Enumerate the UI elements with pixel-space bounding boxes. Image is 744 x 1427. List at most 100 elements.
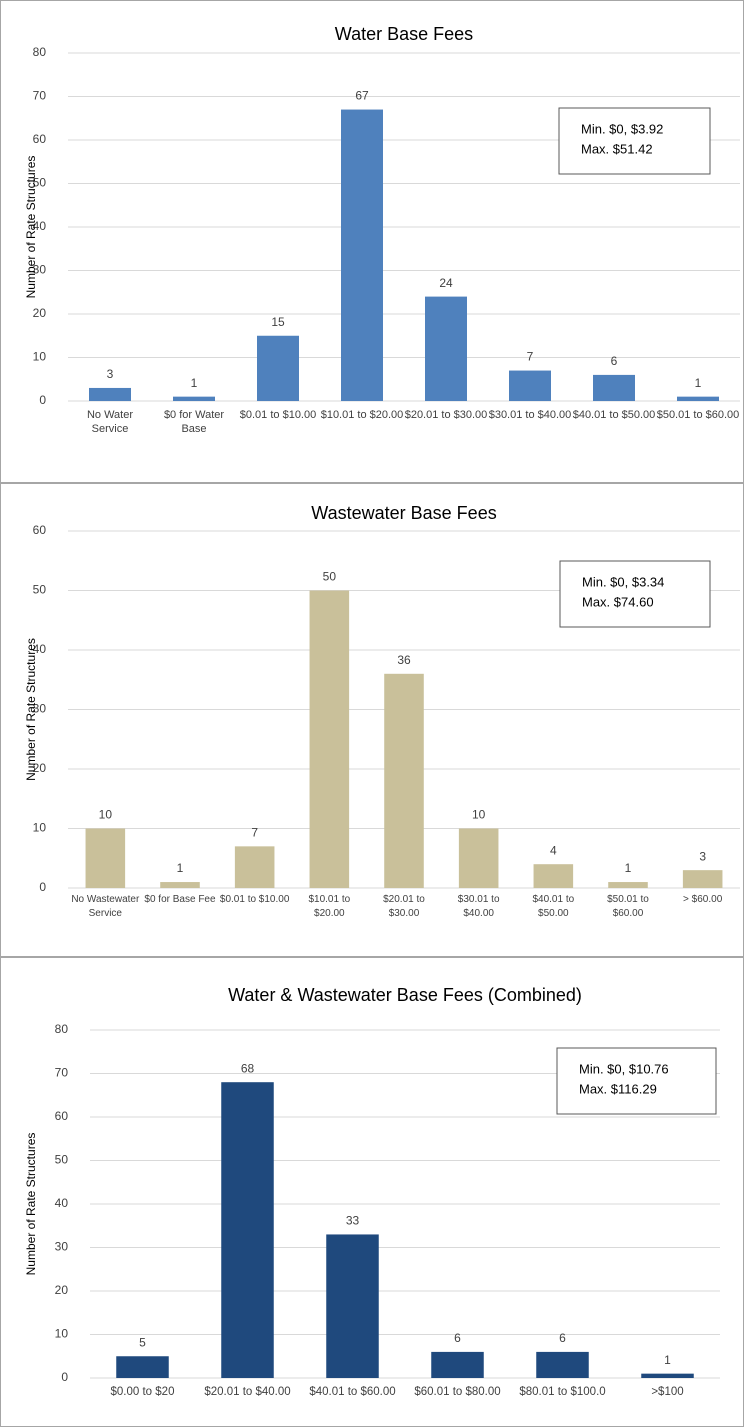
value-label: 33: [346, 1214, 360, 1228]
x-tick-label-box: $40.01 to $50.00: [573, 409, 656, 421]
x-tick-label-box: $0 for Base Fee: [144, 894, 215, 905]
x-tick-label-box: $30.01 to $40.00: [488, 409, 572, 421]
x-tick-label: $30.01 to $40.00: [457, 894, 500, 919]
value-label: 1: [177, 861, 184, 875]
x-tick-label: $50.01 to $60.00: [656, 409, 740, 421]
y-tick-label: 80: [55, 1022, 69, 1036]
value-label: 4: [550, 843, 557, 857]
y-tick-label: 50: [55, 1153, 69, 1167]
bar: [509, 370, 551, 401]
x-tick-label: $0 for Water Base: [163, 409, 225, 435]
bar: [458, 828, 499, 888]
bar: [173, 396, 215, 401]
annotation-line: Min. $0, $3.92: [581, 121, 663, 136]
bar: [89, 387, 131, 401]
y-tick-label: 0: [61, 1370, 68, 1384]
y-tick-label: 10: [33, 821, 47, 835]
y-tick-label: 40: [33, 642, 47, 656]
annotation-line: Max. $74.60: [582, 594, 654, 609]
x-tick-label-box: $20.01 to $30.00: [405, 409, 488, 421]
value-label: 1: [625, 861, 632, 875]
x-tick-label-box: $0.00 to $20: [111, 1386, 175, 1398]
x-tick-label: $20.01 to $40.00: [204, 1386, 291, 1398]
annotation-box: [558, 107, 711, 175]
value-label: 1: [191, 376, 198, 390]
y-axis-label: Number of Rate Structures: [24, 1133, 38, 1276]
y-tick-label: 20: [33, 306, 47, 320]
x-tick-label-box: $10.01 to $20.00: [308, 894, 350, 919]
x-tick-label-box: $20.01 to $30.00: [383, 894, 425, 919]
x-tick-label-box: $0.01 to $10.00: [219, 894, 290, 905]
y-tick-label: 70: [55, 1066, 69, 1080]
bar: [309, 590, 350, 888]
bar: [608, 882, 648, 888]
bar: [384, 673, 424, 888]
bar: [536, 1351, 589, 1378]
value-label: 10: [99, 808, 113, 822]
annotation-line: Max. $116.29: [579, 1081, 657, 1096]
bar: [593, 374, 635, 401]
bar: [682, 870, 723, 888]
value-label: 10: [472, 808, 486, 822]
x-tick-label-box: $20.01 to $40.00: [204, 1386, 291, 1398]
chart-title: Wastewater Base Fees: [311, 503, 496, 523]
y-tick-label: 10: [33, 350, 47, 364]
x-tick-label: No Water Service: [86, 409, 134, 435]
y-tick-label: 20: [33, 761, 47, 775]
chart-title: Water & Wastewater Base Fees (Combined): [228, 985, 582, 1005]
x-tick-label: $40.01 to $60.00: [309, 1386, 396, 1398]
value-label: 24: [439, 276, 453, 290]
bar: [85, 828, 126, 888]
y-tick-label: 20: [55, 1283, 69, 1297]
y-tick-label: 10: [55, 1327, 69, 1341]
annotation-box: [559, 560, 711, 628]
annotation-line: Max. $51.42: [581, 141, 653, 156]
y-tick-label: 30: [33, 263, 47, 277]
y-tick-label: 50: [33, 176, 47, 190]
y-tick-label: 60: [33, 132, 47, 146]
x-tick-label-box: $0 for Water Base: [163, 409, 225, 435]
x-tick-label: $60.01 to $80.00: [414, 1386, 501, 1398]
value-label: 6: [611, 354, 618, 368]
value-label: 6: [454, 1331, 461, 1345]
x-tick-label-box: > $60.00: [683, 894, 723, 905]
value-label: 6: [559, 1331, 566, 1345]
bar: [257, 335, 299, 401]
x-tick-label-box: $50.01 to $60.00: [656, 409, 740, 421]
bar: [116, 1356, 169, 1378]
bar: [533, 864, 574, 888]
bar: [677, 396, 719, 401]
value-label: 36: [397, 653, 411, 667]
x-tick-label-box: $50.01 to $60.00: [607, 894, 649, 919]
x-tick-label: > $60.00: [683, 894, 723, 905]
x-tick-label: $20.01 to $30.00: [383, 894, 425, 919]
value-label: 5: [139, 1335, 146, 1349]
x-tick-label: $50.01 to $60.00: [607, 894, 649, 919]
x-tick-label-box: $10.01 to $20.00: [320, 409, 404, 421]
bar: [641, 1373, 694, 1378]
annotation-line: Min. $0, $3.34: [582, 574, 664, 589]
y-tick-label: 30: [33, 702, 47, 716]
x-tick-label: $0.01 to $10.00: [219, 894, 290, 905]
bar: [431, 1351, 484, 1378]
value-label: 1: [664, 1353, 671, 1367]
x-tick-label-box: $60.01 to $80.00: [414, 1386, 501, 1398]
y-tick-label: 50: [33, 583, 47, 597]
x-tick-label-box: $40.01 to $60.00: [309, 1386, 396, 1398]
x-tick-label-box: No Water Service: [86, 409, 134, 435]
chart: Wastewater Base Fees 0 10 20 30 40 50 60 Number …: [0, 483, 744, 957]
x-tick-label: $30.01 to $40.00: [488, 409, 572, 421]
y-tick-label: 60: [55, 1109, 69, 1123]
x-tick-label-box: No Wastewater Service: [71, 894, 139, 919]
value-label: 50: [323, 570, 337, 584]
value-label: 67: [355, 89, 369, 103]
y-tick-label: 60: [33, 523, 47, 537]
annotation-box: [556, 1047, 717, 1115]
x-tick-label: $80.01 to $100.0: [519, 1386, 606, 1398]
bar: [160, 882, 200, 888]
bar: [341, 109, 383, 402]
value-label: 68: [241, 1061, 255, 1075]
x-tick-label: $10.01 to $20.00: [320, 409, 404, 421]
chart-title: Water Base Fees: [335, 24, 473, 44]
